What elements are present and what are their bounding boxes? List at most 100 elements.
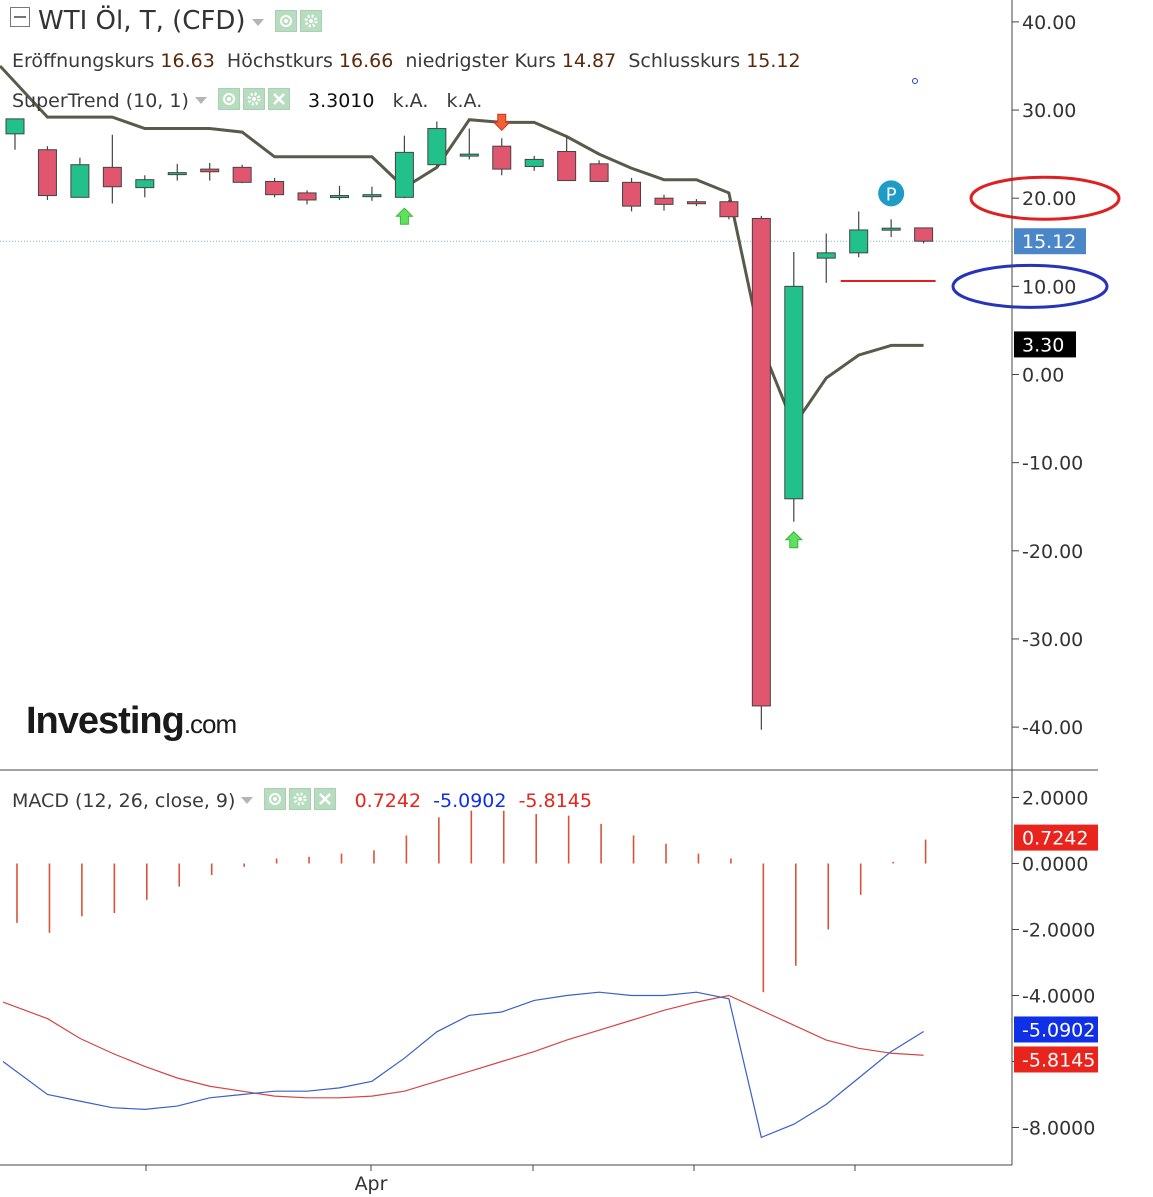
macd-value-tag xyxy=(1014,824,1098,851)
logo-text: Investing xyxy=(26,700,185,742)
candle-up xyxy=(330,195,349,199)
macd-line xyxy=(2,991,924,1139)
close-value: 15.12 xyxy=(746,50,801,72)
low-value: 14.87 xyxy=(561,50,617,72)
close-icon[interactable] xyxy=(314,788,337,810)
high-label: Höchstkurs xyxy=(226,50,333,72)
settings-gear-icon[interactable] xyxy=(299,10,322,32)
candle-down xyxy=(265,180,285,196)
macd-signal-value: -5.8145 xyxy=(518,790,592,812)
macd-hist-value: 0.7242 xyxy=(354,790,422,812)
close-icon[interactable] xyxy=(267,88,290,110)
chevron-down-icon[interactable] xyxy=(194,97,207,104)
candle-down xyxy=(200,168,220,173)
supertrend-tag xyxy=(1014,331,1076,358)
candle-down xyxy=(654,197,674,205)
pivot-badge-label: P xyxy=(886,184,897,205)
visibility-eye-icon[interactable] xyxy=(274,10,297,32)
collapse-icon[interactable] xyxy=(10,7,30,27)
macd-panel: 2.00000.0000-2.0000-4.0000-6.0000-8.0000… xyxy=(2,788,1098,1140)
logo-suffix: .com xyxy=(183,709,237,739)
macd-value-tag xyxy=(1014,1046,1098,1073)
y-tick-label: 30.00 xyxy=(1022,100,1076,122)
candle-up xyxy=(849,229,869,254)
investing-logo: Investing.com xyxy=(26,700,237,743)
supertrend-value: 3.3010 xyxy=(308,90,375,112)
candle-up xyxy=(5,118,25,135)
supertrend-line xyxy=(0,64,924,429)
x-tick-label: Apr xyxy=(355,1173,388,1195)
candle-down xyxy=(37,149,57,197)
current-price-tag xyxy=(1014,228,1086,255)
supertrend-na-1: k.A. xyxy=(392,90,429,112)
y-tick-label: 40.00 xyxy=(1022,12,1076,34)
close-label: Schlusskurs xyxy=(628,50,741,72)
chart-title: WTI Öl, T, (CFD) xyxy=(38,6,246,36)
macd-value-tag-label: -5.8145 xyxy=(1022,1049,1095,1071)
candle-down xyxy=(751,217,771,707)
candle-up xyxy=(524,158,544,167)
supertrend-legend: SuperTrend (10, 1) 3.3010 k.A. k.A. xyxy=(12,88,482,112)
panel-frame: Apr xyxy=(0,0,1098,1195)
blue-ellipse-annotation xyxy=(951,263,1109,309)
candle-down xyxy=(914,227,934,242)
visibility-eye-icon[interactable] xyxy=(264,788,287,810)
candle-up xyxy=(394,151,414,198)
supertrend-label: SuperTrend (10, 1) xyxy=(12,90,189,112)
settings-gear-icon[interactable] xyxy=(242,88,265,110)
candle-down xyxy=(719,201,739,218)
candle-down xyxy=(232,166,252,183)
macd-value-tag-label: 0.7242 xyxy=(1022,828,1088,850)
y-tick-label: -40.00 xyxy=(1022,717,1083,739)
candle-up xyxy=(427,128,447,166)
candle-up xyxy=(362,194,382,198)
supertrend-na-2: k.A. xyxy=(446,90,483,112)
y-tick-label: -2.0000 xyxy=(1022,920,1095,942)
macd-line-value: -5.0902 xyxy=(433,790,507,812)
y-tick-label: -4.0000 xyxy=(1022,986,1095,1008)
y-tick-label: -30.00 xyxy=(1022,629,1083,651)
candle-down xyxy=(557,150,577,182)
buy-arrow-icon xyxy=(395,207,414,225)
current-price-tag-label: 15.12 xyxy=(1022,231,1076,253)
candle-up xyxy=(784,285,804,500)
y-tick-label: 10.00 xyxy=(1022,276,1076,298)
y-tick-label: 0.00 xyxy=(1022,365,1064,387)
red-ellipse-annotation xyxy=(969,175,1121,221)
small-dot-marker xyxy=(912,78,918,84)
macd-value-tag-label: -5.0902 xyxy=(1022,1019,1095,1041)
candle-down xyxy=(622,181,642,207)
candle-up xyxy=(881,227,901,231)
macd-value-tag xyxy=(1014,1016,1098,1043)
chevron-down-icon[interactable] xyxy=(251,19,264,26)
y-tick-label: 0.0000 xyxy=(1022,854,1088,876)
visibility-eye-icon[interactable] xyxy=(217,88,240,110)
supertrend-tag-label: 3.30 xyxy=(1022,334,1064,356)
y-tick-label: -8.0000 xyxy=(1022,1118,1095,1140)
candle-up xyxy=(70,164,90,198)
y-tick-label: -10.00 xyxy=(1022,453,1083,475)
candle-down xyxy=(492,145,512,170)
chevron-down-icon[interactable] xyxy=(241,797,254,804)
high-value: 16.66 xyxy=(338,50,394,72)
candle-down xyxy=(686,201,706,205)
open-label: Eröffnungskurs xyxy=(12,50,155,72)
macd-legend: MACD (12, 26, close, 9) 0.7242 -5.0902 -… xyxy=(12,788,592,812)
chart-title-row: WTI Öl, T, (CFD) xyxy=(10,6,322,36)
macd-label: MACD (12, 26, close, 9) xyxy=(12,790,236,812)
candle-up xyxy=(135,179,155,189)
candle-down xyxy=(102,166,122,188)
candle-down xyxy=(589,163,609,182)
low-label: niedrigster Kurs xyxy=(405,50,556,72)
y-tick-label: 20.00 xyxy=(1022,188,1076,210)
candle-down xyxy=(297,192,317,201)
buy-arrow-icon xyxy=(784,531,804,549)
settings-gear-icon[interactable] xyxy=(289,788,312,810)
y-tick-label: 2.0000 xyxy=(1022,788,1088,810)
macd-signal-line xyxy=(2,994,924,1099)
price-panel: 40.00 30.00 20.00 10.00 0.00 -10.00 -20.00 -30.… xyxy=(0,12,1121,739)
sell-arrow-icon xyxy=(492,113,511,131)
ohlc-legend: Eröffnungskurs 16.63 Höchstkurs 16.66 ni… xyxy=(12,50,801,72)
candle-up xyxy=(816,252,836,259)
